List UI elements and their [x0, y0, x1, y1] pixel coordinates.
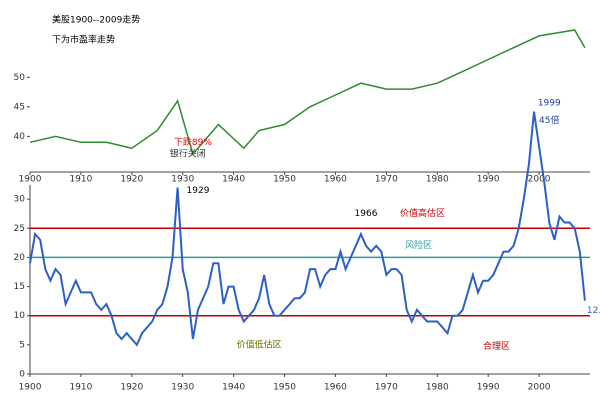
x-tick-label: 1920	[120, 175, 143, 185]
y-tick-label: 45	[14, 102, 25, 112]
x-tick-label: 1960	[324, 383, 347, 393]
band-label: 合理区	[483, 340, 510, 352]
annotation: 1966	[355, 209, 378, 219]
annotation: 1999	[538, 98, 561, 108]
x-tick-label: 1980	[426, 383, 449, 393]
x-tick-label: 1940	[222, 383, 245, 393]
band-label: 风险区	[405, 239, 432, 251]
x-tick-label: 1900	[19, 175, 42, 185]
y-tick-label: 20	[14, 253, 26, 263]
x-tick-label: 1970	[375, 175, 398, 185]
annotation: 下跌89%	[174, 137, 212, 148]
y-tick-label: 10	[14, 311, 26, 321]
y-tick-label: 50	[14, 73, 26, 83]
annotation: 银行关闭	[170, 148, 206, 160]
band-label: 价值高估区	[400, 207, 445, 219]
data-line	[29, 29, 586, 156]
x-tick-label: 1910	[69, 175, 92, 185]
x-tick-label: 1940	[222, 175, 245, 185]
y-tick-label: 5	[19, 340, 25, 350]
x-tick-label: 2000	[528, 175, 551, 185]
x-tick-label: 2000	[528, 383, 551, 393]
y-tick-label: 40	[14, 132, 26, 142]
y-tick-label: 15	[14, 282, 25, 292]
y-tick-label: 0	[19, 370, 25, 380]
annotation: 价值低估区	[237, 338, 282, 350]
x-tick-label: 1900	[19, 383, 42, 393]
x-tick-label: 1910	[69, 383, 92, 393]
y-tick-label: 30	[14, 195, 26, 205]
data-line	[29, 111, 586, 347]
annotation: 45倍	[539, 114, 559, 126]
y-tick-label: 25	[14, 224, 25, 234]
annotation: 1929	[187, 186, 210, 196]
x-tick-label: 1930	[171, 383, 194, 393]
x-tick-label: 1960	[324, 175, 347, 185]
x-tick-label: 1990	[477, 383, 500, 393]
x-tick-label: 1950	[273, 175, 296, 185]
chart-subtitle: 下为市盈率走势	[52, 34, 115, 46]
x-tick-label: 1970	[375, 383, 398, 393]
x-tick-label: 1980	[426, 175, 449, 185]
x-tick-label: 1930	[171, 175, 194, 185]
x-tick-label: 1990	[477, 175, 500, 185]
value-label: 12.6	[587, 306, 600, 316]
x-tick-label: 1950	[273, 383, 296, 393]
chart-title: 美股1900--2009走势	[52, 14, 140, 26]
x-tick-label: 1920	[120, 383, 143, 393]
